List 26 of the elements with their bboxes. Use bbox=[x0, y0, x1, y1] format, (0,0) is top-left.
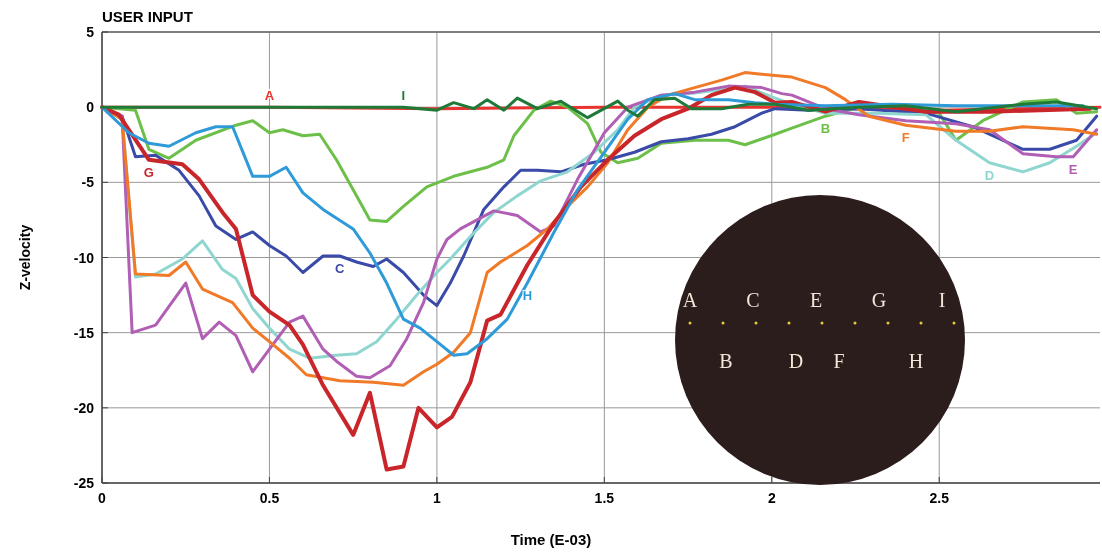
y-tick-label: -20 bbox=[73, 399, 95, 416]
x-tick-label: 2 bbox=[767, 490, 776, 506]
y-tick-label: -15 bbox=[73, 324, 95, 341]
y-tick-label: -5 bbox=[81, 174, 95, 191]
chart-title: USER INPUT bbox=[102, 8, 193, 25]
y-tick-label: 5 bbox=[86, 24, 95, 40]
series-label: C bbox=[335, 261, 346, 276]
x-tick-label: 0.5 bbox=[259, 490, 280, 506]
x-axis-title: Time (E-03) bbox=[510, 531, 592, 548]
y-tick-label: -10 bbox=[73, 249, 95, 266]
series-label: D bbox=[984, 167, 995, 183]
x-tick-label: 0 bbox=[98, 490, 107, 506]
y-tick-label: -25 bbox=[73, 475, 95, 491]
x-tick-label: 1 bbox=[433, 490, 441, 506]
x-tick-label: 2.5 bbox=[929, 490, 950, 506]
series-label: A bbox=[264, 88, 275, 104]
series-label: E bbox=[1068, 161, 1078, 177]
y-tick-label: 0 bbox=[86, 99, 95, 116]
picture-disk-specimen: A C E G I B D F H bbox=[675, 195, 965, 485]
series-label: F bbox=[901, 130, 910, 146]
y-axis-title: Z-velocity bbox=[17, 224, 33, 291]
series-label: H bbox=[522, 288, 533, 304]
series-label: I bbox=[401, 88, 406, 104]
series-label: B bbox=[820, 121, 831, 137]
series-label: G bbox=[143, 164, 154, 180]
x-tick-label: 1.5 bbox=[594, 490, 615, 506]
